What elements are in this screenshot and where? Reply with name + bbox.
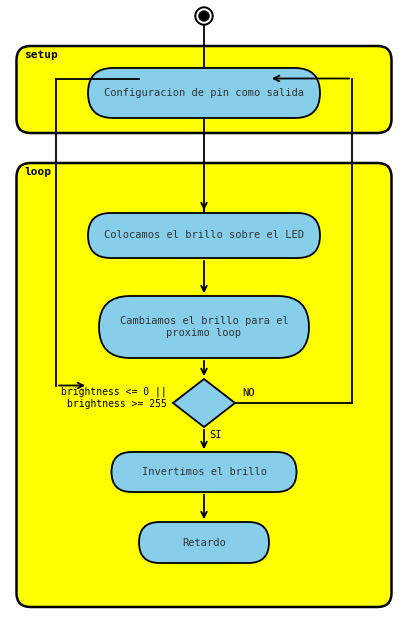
Text: Retardo: Retardo [182,538,226,548]
Circle shape [197,9,211,23]
Text: setup: setup [25,50,58,60]
Text: brightness <= 0 ||
brightness >= 255: brightness <= 0 || brightness >= 255 [61,387,167,409]
Text: Invertimos el brillo: Invertimos el brillo [142,467,267,477]
FancyBboxPatch shape [88,68,320,118]
Circle shape [195,7,213,25]
Text: Configuracion de pin como salida: Configuracion de pin como salida [104,88,304,98]
Text: NO: NO [242,388,254,398]
Text: SI: SI [209,430,222,440]
FancyBboxPatch shape [16,46,391,133]
FancyBboxPatch shape [112,452,297,492]
Text: loop: loop [25,167,52,177]
Circle shape [199,11,209,21]
Polygon shape [173,379,235,427]
FancyBboxPatch shape [16,163,391,607]
FancyBboxPatch shape [99,296,309,358]
FancyBboxPatch shape [88,213,320,258]
Text: Colocamos el brillo sobre el LED: Colocamos el brillo sobre el LED [104,230,304,240]
FancyBboxPatch shape [139,522,269,563]
Text: Cambiamos el brillo para el
proximo loop: Cambiamos el brillo para el proximo loop [119,316,288,338]
